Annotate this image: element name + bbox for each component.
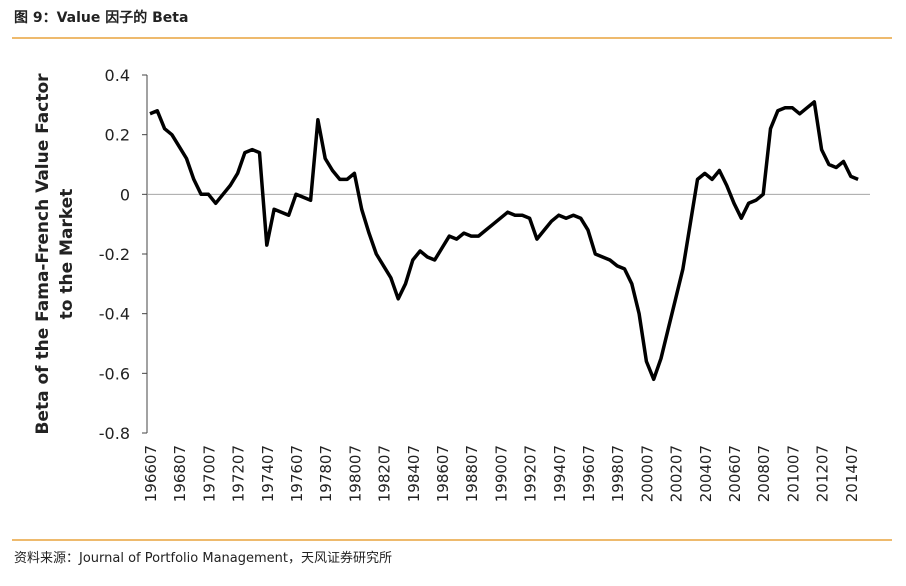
x-tick-label: 200207: [668, 445, 686, 502]
data-line: [149, 100, 859, 382]
x-tick-label: 197607: [288, 445, 306, 502]
x-tick-label: 196807: [171, 445, 189, 502]
x-tick-label: 200407: [697, 445, 715, 502]
x-tick-label: 199207: [522, 445, 540, 502]
y-tick-label: 0: [120, 185, 130, 204]
x-tick-label: 201407: [843, 445, 861, 502]
x-tick-label: 196607: [142, 445, 160, 502]
y-tick-label: 0.2: [105, 126, 130, 145]
x-tick-label: 200007: [638, 445, 656, 502]
y-tick-label: -0.6: [99, 364, 130, 383]
x-tick-label: 199807: [609, 445, 627, 502]
x-tick-label: 200807: [755, 445, 773, 502]
chart-title: 图 9：Value 因子的 Beta: [14, 9, 188, 26]
x-tick-label: 199407: [551, 445, 569, 502]
x-tick-label: 197807: [317, 445, 335, 502]
source-note: 资料来源：Journal of Portfolio Management，天风证…: [14, 550, 392, 566]
y-axis-label: to the Market: [57, 189, 77, 320]
x-tick-label: 197207: [230, 445, 248, 502]
x-tick-label: 199607: [580, 445, 598, 502]
y-tick-label: -0.4: [99, 305, 130, 324]
x-tick-label: 199007: [492, 445, 510, 502]
x-tick-label: 198607: [434, 445, 452, 502]
x-tick-label: 197407: [259, 445, 277, 502]
x-tick-label: 198007: [346, 445, 364, 502]
x-tick-label: 198807: [463, 445, 481, 502]
y-tick-label: 0.4: [105, 66, 130, 85]
x-tick-label: 198207: [376, 445, 394, 502]
x-tick-label: 201007: [784, 445, 802, 502]
x-tick-label: 197007: [200, 445, 218, 502]
y-tick-label: -0.8: [99, 424, 130, 443]
x-tick-label: 201207: [814, 445, 832, 502]
x-tick-label: 198407: [405, 445, 423, 502]
y-axis-label: Beta of the Fama-French Value Factor: [33, 73, 53, 435]
y-tick-label: -0.2: [99, 245, 130, 264]
x-tick-label: 200607: [726, 445, 744, 502]
